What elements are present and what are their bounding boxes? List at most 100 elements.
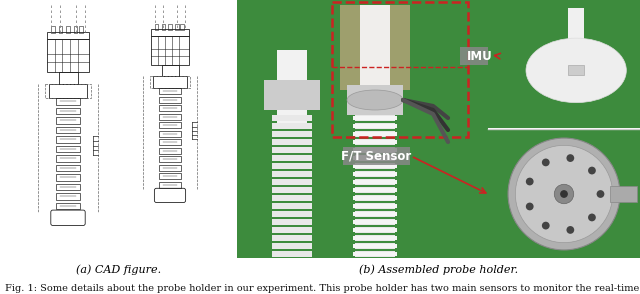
Bar [353,132,397,136]
Bar [353,164,397,168]
Bar [159,173,181,179]
Bar [272,171,312,177]
Bar [353,188,397,192]
Bar [355,171,395,177]
Bar [159,131,181,137]
Bar [159,105,181,111]
Bar [74,26,77,33]
Bar [353,180,397,184]
Circle shape [588,213,596,221]
Bar [150,76,191,88]
Circle shape [554,184,573,204]
Bar [56,108,81,114]
Bar [353,252,397,256]
Bar [272,115,312,121]
Bar [66,26,70,33]
Bar [355,251,395,257]
Bar [355,155,395,161]
Bar [272,227,312,233]
Circle shape [566,226,574,234]
Bar [272,187,312,193]
Bar [161,24,165,30]
Bar [49,84,87,98]
Bar [355,235,395,241]
Circle shape [588,167,596,174]
Bar [58,26,62,33]
Bar [151,29,189,36]
Circle shape [515,145,612,243]
Circle shape [508,138,620,250]
Bar [355,227,395,233]
Bar [355,219,395,225]
Bar [353,228,397,232]
Text: (b) Assembled probe holder.: (b) Assembled probe holder. [359,264,518,275]
Bar [353,196,397,200]
Bar [56,98,81,105]
Bar [159,88,181,94]
Text: (a) CAD figure.: (a) CAD figure. [76,264,161,275]
Bar [56,136,81,143]
Bar [272,219,312,225]
Bar [332,2,468,137]
Bar [56,174,81,181]
Bar [355,123,395,129]
Bar [47,31,89,39]
Ellipse shape [347,90,403,110]
Bar [56,193,81,200]
Bar [353,172,397,176]
Text: Fig. 1: Some details about the probe holder in our experiment. This probe holder: Fig. 1: Some details about the probe hol… [5,284,639,293]
Bar [159,165,181,171]
Circle shape [526,178,534,186]
Bar [272,195,312,201]
Bar [51,26,54,33]
Bar [159,156,181,162]
Bar [151,36,189,65]
Bar [355,179,395,185]
Bar [168,24,172,30]
Bar [272,211,312,217]
Bar [355,115,395,121]
Bar [353,156,397,160]
Bar [272,243,312,249]
Bar [353,124,397,128]
Bar [272,251,312,257]
Bar [155,24,158,30]
Circle shape [560,190,568,198]
Circle shape [526,203,534,211]
Bar [159,139,181,145]
Bar [159,114,181,120]
Bar [360,5,390,90]
Circle shape [542,158,550,166]
Bar [56,155,81,162]
Bar [272,155,312,161]
Bar [355,211,395,217]
Bar [159,122,181,128]
Bar [56,203,81,209]
Bar [360,5,390,80]
Bar [277,50,307,125]
Ellipse shape [526,38,627,103]
Bar [237,0,488,258]
Text: IMU: IMU [467,49,493,63]
Bar [79,26,83,33]
Bar [272,203,312,209]
Bar [355,163,395,169]
FancyBboxPatch shape [460,47,500,65]
Bar [355,203,395,209]
Bar [272,179,312,185]
Bar [56,127,81,133]
Bar [568,65,584,75]
FancyBboxPatch shape [343,147,410,165]
Bar [56,183,81,190]
Bar [45,84,91,98]
Bar [272,163,312,169]
Bar [340,5,410,90]
Bar [347,85,403,115]
Bar [355,187,395,193]
Bar [353,204,397,208]
Circle shape [566,154,574,162]
Bar [159,148,181,154]
Circle shape [542,222,550,230]
Bar [264,80,320,110]
Bar [272,139,312,145]
